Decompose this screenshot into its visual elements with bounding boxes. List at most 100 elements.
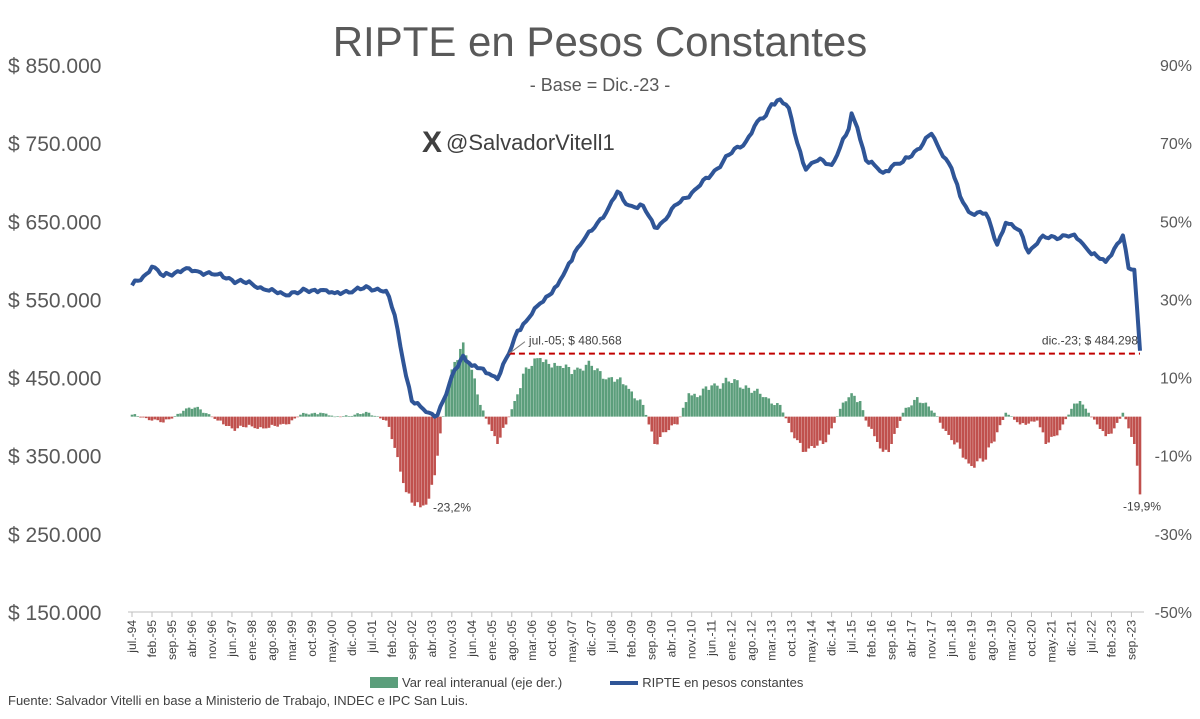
bar (259, 416, 262, 428)
bar (1001, 416, 1005, 420)
bar (576, 367, 579, 417)
bar (430, 416, 434, 485)
bar (1107, 416, 1110, 435)
bar (1135, 416, 1139, 466)
x-tick-label: may.-14 (805, 620, 819, 663)
bar (864, 416, 868, 421)
x-tick-label: feb.-02 (385, 620, 399, 658)
bar (1115, 416, 1119, 423)
bar (233, 416, 237, 431)
x-tick-label: oct.-20 (1024, 620, 1038, 657)
x-tick-label: may.-21 (1044, 620, 1058, 663)
bar (527, 368, 531, 417)
bar (550, 367, 554, 417)
bar (393, 416, 396, 448)
x-tick-label: nov.-03 (445, 620, 459, 659)
bar (1061, 416, 1065, 425)
bar (667, 416, 671, 431)
bar (304, 413, 308, 417)
bar (824, 416, 828, 443)
bar (156, 416, 159, 421)
bar (696, 397, 699, 417)
bar (764, 397, 768, 417)
bar (941, 416, 945, 429)
bar (907, 407, 910, 417)
bar (270, 416, 274, 425)
bar (176, 413, 179, 417)
bar (718, 388, 722, 417)
bar (419, 416, 422, 508)
annotation-last: -19,9% (1123, 499, 1161, 513)
bar (204, 413, 208, 417)
bar (593, 370, 596, 417)
bar (216, 416, 219, 421)
bar (336, 416, 339, 417)
bar (767, 398, 771, 417)
bar (401, 416, 405, 484)
bar (664, 416, 668, 433)
y-right-tick-label: -30% (1155, 527, 1192, 544)
bar (938, 416, 942, 423)
bar (647, 416, 651, 425)
y-right-tick-label: 10% (1160, 371, 1192, 388)
x-tick-label: sep.-95 (165, 620, 179, 660)
bar (895, 416, 899, 428)
bar (690, 395, 693, 417)
bar (601, 378, 605, 417)
bar (567, 367, 571, 417)
bar (362, 413, 365, 417)
bar (619, 377, 622, 417)
bar (539, 358, 542, 417)
bar (144, 416, 148, 419)
bar (850, 393, 853, 417)
x-tick-label: mar.-13 (765, 620, 779, 661)
bar (741, 388, 745, 417)
bar (1018, 416, 1022, 425)
bar (484, 416, 488, 419)
bar (1073, 403, 1076, 417)
legend-label-line: RIPTE en pesos constantes (642, 675, 804, 690)
bar (961, 416, 965, 458)
bar (878, 416, 882, 449)
annotation-leader-start (508, 341, 526, 355)
bar (136, 416, 139, 417)
bar (464, 355, 468, 417)
bar (390, 416, 394, 440)
x-tick-label: oct.-13 (785, 620, 799, 657)
bar (816, 416, 819, 446)
x-tick-label: abr.-17 (905, 620, 919, 658)
bar (801, 416, 805, 452)
bar (793, 416, 796, 439)
bar (242, 416, 245, 428)
bar (784, 416, 788, 419)
bar (264, 416, 268, 429)
bar (873, 416, 876, 437)
bar (1133, 416, 1136, 444)
bar (1015, 416, 1019, 423)
bar (1047, 416, 1050, 443)
bar (981, 416, 985, 462)
bar (179, 413, 182, 417)
bar (701, 388, 705, 417)
bar (1013, 416, 1016, 420)
bar (213, 416, 217, 419)
bar (367, 412, 371, 417)
bar (236, 416, 239, 429)
bar (459, 348, 462, 417)
bar (333, 416, 337, 418)
bar (1098, 416, 1102, 429)
bar (376, 416, 379, 417)
bar (924, 402, 928, 417)
x-tick-label: abr.-96 (185, 620, 199, 658)
bar (447, 382, 451, 417)
x-tick-label: sep.-16 (885, 620, 899, 660)
annotation-start: jul.-05; $ 480.568 (528, 334, 622, 348)
bar (356, 413, 359, 417)
bar (581, 370, 585, 417)
bar (790, 416, 793, 433)
bar (167, 416, 171, 420)
bar (944, 416, 948, 431)
bar (993, 416, 996, 442)
bar (470, 369, 474, 417)
bar (199, 409, 202, 417)
